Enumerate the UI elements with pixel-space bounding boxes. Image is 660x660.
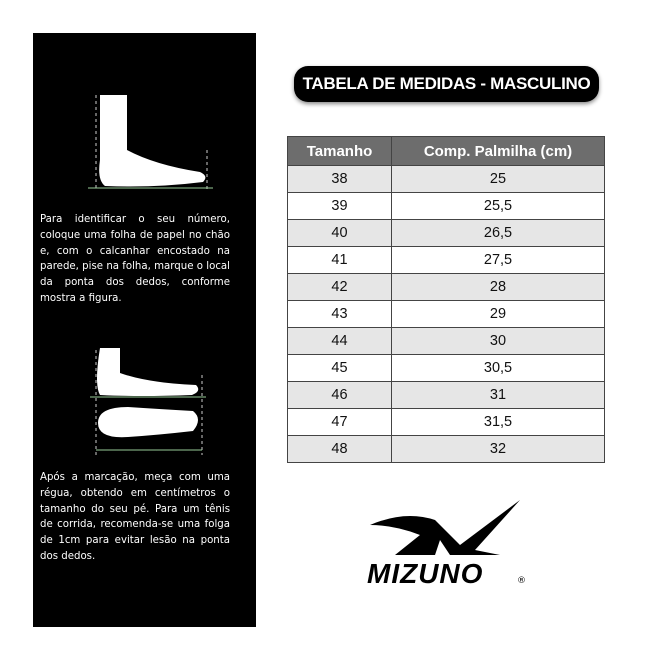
table-row: 41 27,5 xyxy=(287,246,605,274)
size-cell: 46 xyxy=(287,381,392,409)
size-cell: 38 xyxy=(287,165,392,193)
size-cell: 45 xyxy=(287,354,392,382)
table-row: 48 32 xyxy=(287,435,605,463)
length-cell: 29 xyxy=(391,300,605,328)
table-row: 44 30 xyxy=(287,327,605,355)
size-cell: 47 xyxy=(287,408,392,436)
length-cell: 25 xyxy=(391,165,605,193)
mizuno-logo: MIZUNO ® xyxy=(367,500,526,589)
length-cell: 30,5 xyxy=(391,354,605,382)
table-row: 45 30,5 xyxy=(287,354,605,382)
size-cell: 41 xyxy=(287,246,392,274)
size-cell: 43 xyxy=(287,300,392,328)
foot-measure-illustration xyxy=(90,348,206,455)
size-cell: 42 xyxy=(287,273,392,301)
table-row: 42 28 xyxy=(287,273,605,301)
length-cell: 28 xyxy=(391,273,605,301)
table-row: 40 26,5 xyxy=(287,219,605,247)
size-cell: 48 xyxy=(287,435,392,463)
table-row: 39 25,5 xyxy=(287,192,605,220)
length-cell: 25,5 xyxy=(391,192,605,220)
size-table: Tamanho Comp. Palmilha (cm) 38 25 39 25,5 40… xyxy=(287,136,605,463)
length-cell: 27,5 xyxy=(391,246,605,274)
instructions-panel xyxy=(33,33,256,627)
size-cell: 39 xyxy=(287,192,392,220)
size-cell: 44 xyxy=(287,327,392,355)
brand-name: MIZUNO xyxy=(367,558,483,589)
header-size: Tamanho xyxy=(287,136,392,166)
table-row: 43 29 xyxy=(287,300,605,328)
length-cell: 31,5 xyxy=(391,408,605,436)
instruction-step1: Para identificar o seu número, coloque u… xyxy=(40,214,230,304)
svg-text:®: ® xyxy=(517,576,526,586)
size-cell: 40 xyxy=(287,219,392,247)
page-title: TABELA DE MEDIDAS - MASCULINO xyxy=(294,66,599,102)
length-cell: 26,5 xyxy=(391,219,605,247)
header-length: Comp. Palmilha (cm) xyxy=(391,136,605,166)
length-cell: 31 xyxy=(391,381,605,409)
foot-side-illustration xyxy=(88,95,213,190)
table-row: 47 31,5 xyxy=(287,408,605,436)
table-row: 46 31 xyxy=(287,381,605,409)
length-cell: 32 xyxy=(391,435,605,463)
instruction-step2: Após a marcação, meça com uma régua, obt… xyxy=(40,472,230,562)
table-row: 38 25 xyxy=(287,165,605,193)
length-cell: 30 xyxy=(391,327,605,355)
